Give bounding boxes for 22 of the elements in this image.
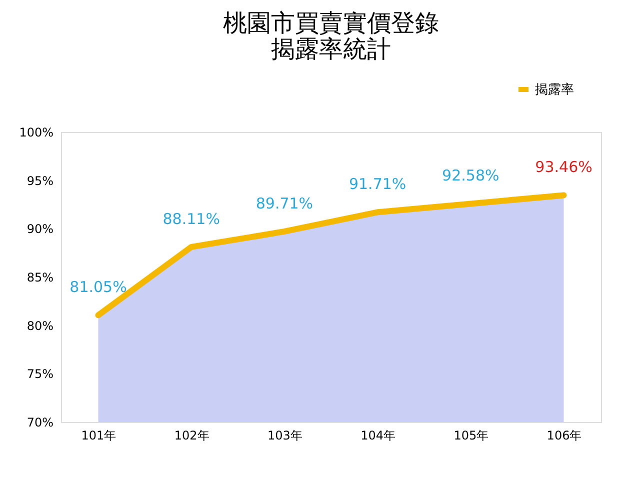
x-tick-label: 106年 xyxy=(546,428,582,442)
y-tick-label: 90% xyxy=(26,222,54,236)
legend-label: 揭露率 xyxy=(535,82,574,98)
y-tick-label: 75% xyxy=(26,367,54,382)
x-tick-label: 101年 xyxy=(81,428,116,442)
text: 89.71% xyxy=(256,194,314,212)
y-tick-label: 70% xyxy=(26,416,54,430)
text: 桃園市買賣實價登錄 xyxy=(223,9,439,37)
x-tick-label: 102年 xyxy=(174,428,210,442)
y-tick-label: 100% xyxy=(19,126,54,140)
x-tick-label: 103年 xyxy=(267,428,302,442)
x-tick-label: 104年 xyxy=(360,428,396,442)
x-tick-label: 105年 xyxy=(454,428,489,442)
text: 93.46% xyxy=(535,158,592,176)
text: 92.58% xyxy=(442,166,500,185)
y-tick-label: 95% xyxy=(26,174,54,188)
y-tick-label: 85% xyxy=(26,270,54,284)
text: 91.71% xyxy=(348,175,406,194)
text: 81.05% xyxy=(70,278,127,296)
text: 88.11% xyxy=(162,210,220,228)
text: 揭露率統計 xyxy=(271,35,391,63)
y-tick-label: 80% xyxy=(26,318,54,333)
